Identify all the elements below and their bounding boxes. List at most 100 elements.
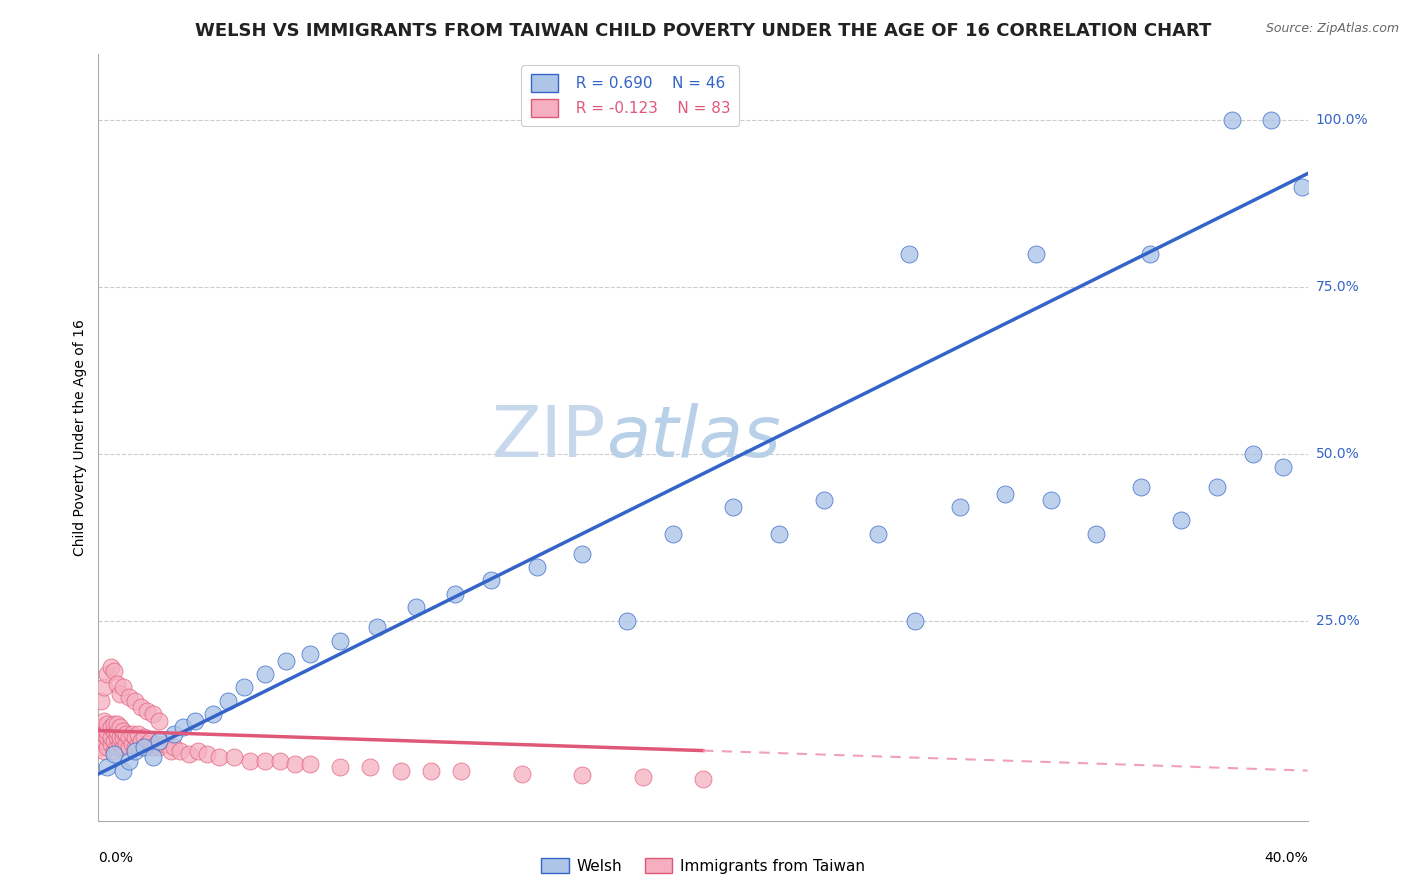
Point: [571, 547, 593, 561]
Point: [1220, 113, 1243, 128]
Point: [224, 750, 246, 764]
Point: [108, 720, 131, 734]
Point: [142, 750, 165, 764]
Point: [103, 723, 125, 738]
Point: [111, 680, 134, 694]
Text: WELSH VS IMMIGRANTS FROM TAIWAN CHILD POVERTY UNDER THE AGE OF 16 CORRELATION CH: WELSH VS IMMIGRANTS FROM TAIWAN CHILD PO…: [195, 22, 1211, 40]
Legend: Welsh, Immigrants from Taiwan: Welsh, Immigrants from Taiwan: [534, 852, 872, 880]
Point: [420, 764, 443, 778]
Point: [90, 740, 112, 755]
Point: [129, 700, 152, 714]
Point: [114, 727, 136, 741]
Point: [96, 723, 118, 738]
Point: [253, 754, 276, 768]
Point: [661, 526, 683, 541]
Point: [93, 727, 115, 741]
Point: [93, 714, 115, 728]
Point: [103, 733, 125, 747]
Point: [526, 560, 548, 574]
Point: [1291, 180, 1313, 194]
Point: [100, 737, 122, 751]
Point: [1241, 447, 1264, 461]
Point: [132, 740, 155, 755]
Point: [692, 772, 714, 787]
Point: [284, 756, 307, 771]
Point: [405, 600, 427, 615]
Point: [269, 754, 291, 768]
Point: [96, 731, 118, 745]
Point: [111, 764, 134, 778]
Point: [897, 246, 920, 260]
Point: [124, 693, 146, 707]
Point: [904, 614, 927, 628]
Point: [1206, 480, 1229, 494]
Point: [105, 723, 128, 738]
Point: [124, 731, 146, 745]
Text: 100.0%: 100.0%: [1316, 113, 1368, 128]
Point: [121, 727, 143, 741]
Point: [768, 526, 790, 541]
Point: [105, 740, 128, 755]
Point: [299, 647, 322, 661]
Text: 75.0%: 75.0%: [1316, 280, 1360, 294]
Point: [111, 731, 134, 745]
Point: [510, 767, 533, 781]
Point: [450, 764, 472, 778]
Point: [868, 526, 890, 541]
Point: [299, 756, 322, 771]
Point: [142, 706, 165, 721]
Point: [105, 717, 128, 731]
Point: [1024, 246, 1046, 260]
Point: [1139, 246, 1161, 260]
Point: [153, 737, 176, 751]
Point: [96, 760, 118, 774]
Point: [274, 654, 297, 668]
Point: [949, 500, 972, 515]
Point: [108, 731, 131, 745]
Point: [103, 747, 125, 761]
Legend:   R = 0.690    N = 46,   R = -0.123    N = 83: R = 0.690 N = 46, R = -0.123 N = 83: [522, 65, 740, 127]
Point: [135, 737, 157, 751]
Text: 50.0%: 50.0%: [1316, 447, 1360, 461]
Point: [96, 717, 118, 731]
Point: [139, 733, 162, 747]
Point: [329, 760, 352, 774]
Point: [118, 690, 141, 705]
Point: [108, 737, 131, 751]
Point: [93, 743, 115, 757]
Point: [163, 740, 186, 755]
Text: atlas: atlas: [606, 402, 780, 472]
Point: [118, 731, 141, 745]
Text: 0.0%: 0.0%: [98, 851, 134, 865]
Point: [96, 740, 118, 755]
Point: [121, 737, 143, 751]
Text: ZIP: ZIP: [492, 402, 606, 472]
Point: [111, 723, 134, 738]
Point: [187, 743, 209, 757]
Point: [103, 664, 125, 678]
Point: [105, 731, 128, 745]
Point: [148, 740, 170, 755]
Point: [616, 614, 638, 628]
Point: [481, 574, 503, 588]
Text: 40.0%: 40.0%: [1264, 851, 1308, 865]
Point: [179, 747, 201, 761]
Point: [329, 633, 352, 648]
Point: [93, 733, 115, 747]
Point: [184, 714, 207, 728]
Point: [90, 693, 112, 707]
Point: [96, 666, 118, 681]
Point: [239, 754, 262, 768]
Point: [103, 717, 125, 731]
Point: [172, 720, 194, 734]
Y-axis label: Child Poverty Under the Age of 16: Child Poverty Under the Age of 16: [73, 318, 87, 556]
Point: [108, 687, 131, 701]
Point: [217, 693, 239, 707]
Point: [105, 677, 128, 691]
Text: 25.0%: 25.0%: [1316, 614, 1360, 627]
Point: [202, 706, 225, 721]
Point: [100, 660, 122, 674]
Point: [232, 680, 254, 694]
Point: [195, 747, 218, 761]
Point: [93, 680, 115, 694]
